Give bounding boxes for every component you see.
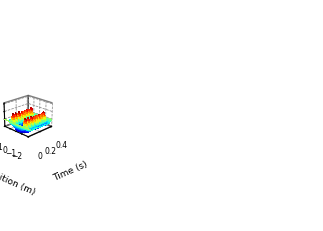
Y-axis label: Transverse Position (m): Transverse Position (m) [0,146,36,197]
X-axis label: Time (s): Time (s) [51,160,89,183]
